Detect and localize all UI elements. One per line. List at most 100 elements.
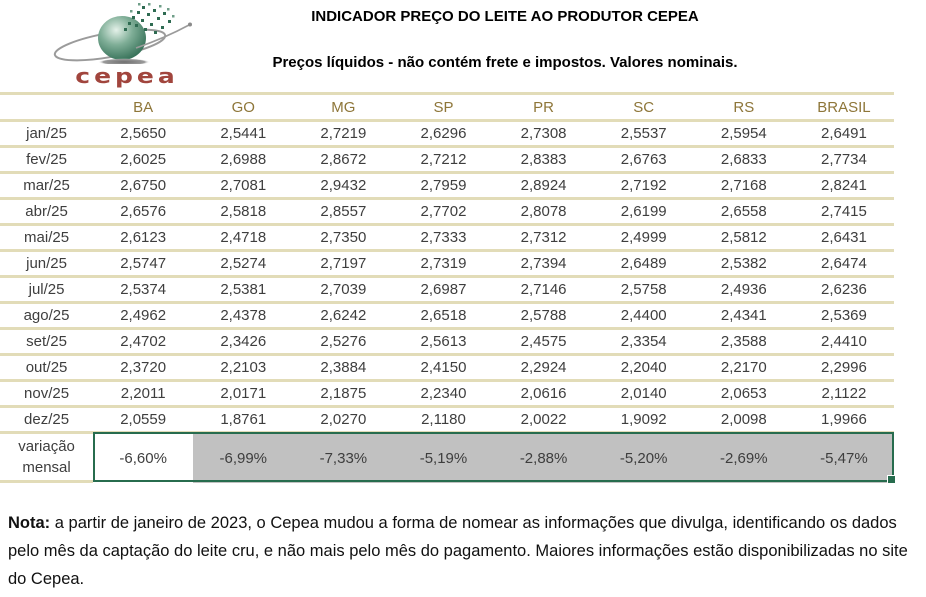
price-cell[interactable]: 2,4999 — [593, 226, 694, 252]
column-header-mg[interactable]: MG — [293, 92, 394, 122]
price-cell[interactable]: 2,6988 — [193, 148, 294, 174]
price-cell[interactable]: 2,2340 — [393, 382, 494, 408]
price-cell[interactable]: 2,5537 — [593, 122, 694, 148]
price-cell[interactable]: 2,4936 — [693, 278, 794, 304]
price-cell[interactable]: 2,0171 — [193, 382, 294, 408]
price-cell[interactable]: 2,1122 — [793, 382, 894, 408]
price-cell[interactable]: 2,7415 — [793, 200, 894, 226]
variation-cell-ba[interactable]: -6,60% — [93, 434, 194, 483]
price-cell[interactable]: 2,2924 — [493, 356, 594, 382]
price-cell[interactable]: 2,6491 — [793, 122, 894, 148]
price-cell[interactable]: 2,3720 — [93, 356, 194, 382]
price-cell[interactable]: 2,7394 — [493, 252, 594, 278]
price-cell[interactable]: 2,5812 — [693, 226, 794, 252]
price-cell[interactable]: 2,6296 — [393, 122, 494, 148]
price-cell[interactable]: 2,7081 — [193, 174, 294, 200]
row-label-month[interactable]: mar/25 — [0, 174, 94, 200]
price-cell[interactable]: 2,0559 — [93, 408, 194, 434]
price-cell[interactable]: 2,7350 — [293, 226, 394, 252]
row-label-month[interactable]: jan/25 — [0, 122, 94, 148]
price-cell[interactable]: 2,8924 — [493, 174, 594, 200]
price-cell[interactable]: 1,9966 — [793, 408, 894, 434]
price-cell[interactable]: 2,4702 — [93, 330, 194, 356]
price-cell[interactable]: 2,0098 — [693, 408, 794, 434]
price-cell[interactable]: 2,6489 — [593, 252, 694, 278]
row-label-month[interactable]: ago/25 — [0, 304, 94, 330]
column-header-brasil[interactable]: BRASIL — [793, 92, 894, 122]
price-cell[interactable]: 1,9092 — [593, 408, 694, 434]
price-cell[interactable]: 2,4718 — [193, 226, 294, 252]
price-cell[interactable]: 2,5276 — [293, 330, 394, 356]
row-label-month[interactable]: out/25 — [0, 356, 94, 382]
price-cell[interactable]: 2,7197 — [293, 252, 394, 278]
row-label-month[interactable]: set/25 — [0, 330, 94, 356]
price-cell[interactable]: 2,4575 — [493, 330, 594, 356]
price-cell[interactable]: 2,7312 — [493, 226, 594, 252]
price-cell[interactable]: 2,4400 — [593, 304, 694, 330]
variation-cell-go[interactable]: -6,99% — [193, 434, 294, 483]
price-cell[interactable]: 2,6474 — [793, 252, 894, 278]
column-header-sc[interactable]: SC — [593, 92, 694, 122]
price-cell[interactable]: 2,7192 — [593, 174, 694, 200]
price-cell[interactable]: 2,3588 — [693, 330, 794, 356]
price-cell[interactable]: 2,5788 — [493, 304, 594, 330]
price-cell[interactable]: 2,7959 — [393, 174, 494, 200]
price-cell[interactable]: 2,2103 — [193, 356, 294, 382]
price-cell[interactable]: 2,7734 — [793, 148, 894, 174]
price-cell[interactable]: 2,6833 — [693, 148, 794, 174]
variation-cell-rs[interactable]: -2,69% — [693, 434, 794, 483]
column-header-pr[interactable]: PR — [493, 92, 594, 122]
price-cell[interactable]: 2,7212 — [393, 148, 494, 174]
price-cell[interactable]: 2,5747 — [93, 252, 194, 278]
column-header-rs[interactable]: RS — [693, 92, 794, 122]
column-header-sp[interactable]: SP — [393, 92, 494, 122]
row-label-month[interactable]: mai/25 — [0, 226, 94, 252]
price-cell[interactable]: 2,7039 — [293, 278, 394, 304]
price-cell[interactable]: 2,6025 — [93, 148, 194, 174]
price-cell[interactable]: 2,5381 — [193, 278, 294, 304]
price-cell[interactable]: 2,0616 — [493, 382, 594, 408]
price-cell[interactable]: 2,6199 — [593, 200, 694, 226]
price-cell[interactable]: 2,5613 — [393, 330, 494, 356]
price-cell[interactable]: 2,5369 — [793, 304, 894, 330]
price-cell[interactable]: 2,0270 — [293, 408, 394, 434]
variation-cell-sc[interactable]: -5,20% — [593, 434, 694, 483]
price-cell[interactable]: 2,6576 — [93, 200, 194, 226]
price-cell[interactable]: 2,8557 — [293, 200, 394, 226]
price-cell[interactable]: 2,5954 — [693, 122, 794, 148]
price-cell[interactable]: 2,8383 — [493, 148, 594, 174]
price-cell[interactable]: 2,7146 — [493, 278, 594, 304]
price-cell[interactable]: 2,9432 — [293, 174, 394, 200]
price-cell[interactable]: 2,6242 — [293, 304, 394, 330]
price-cell[interactable]: 2,6987 — [393, 278, 494, 304]
price-cell[interactable]: 2,5818 — [193, 200, 294, 226]
price-cell[interactable]: 2,8078 — [493, 200, 594, 226]
price-cell[interactable]: 2,4410 — [793, 330, 894, 356]
price-cell[interactable]: 2,7308 — [493, 122, 594, 148]
price-cell[interactable]: 2,2011 — [93, 382, 194, 408]
price-cell[interactable]: 2,5274 — [193, 252, 294, 278]
price-cell[interactable]: 2,5374 — [93, 278, 194, 304]
price-cell[interactable]: 2,5441 — [193, 122, 294, 148]
price-cell[interactable]: 2,0653 — [693, 382, 794, 408]
price-cell[interactable]: 2,6518 — [393, 304, 494, 330]
price-cell[interactable]: 2,3426 — [193, 330, 294, 356]
price-cell[interactable]: 2,3354 — [593, 330, 694, 356]
price-cell[interactable]: 2,2170 — [693, 356, 794, 382]
price-cell[interactable]: 2,7333 — [393, 226, 494, 252]
column-header-go[interactable]: GO — [193, 92, 294, 122]
price-cell[interactable]: 2,5758 — [593, 278, 694, 304]
row-label-month[interactable]: dez/25 — [0, 408, 94, 434]
price-cell[interactable]: 1,8761 — [193, 408, 294, 434]
row-label-month[interactable]: jul/25 — [0, 278, 94, 304]
price-cell[interactable]: 2,6763 — [593, 148, 694, 174]
price-cell[interactable]: 2,7219 — [293, 122, 394, 148]
row-label-month[interactable]: fev/25 — [0, 148, 94, 174]
price-cell[interactable]: 2,6123 — [93, 226, 194, 252]
price-cell[interactable]: 2,6431 — [793, 226, 894, 252]
price-cell[interactable]: 2,7702 — [393, 200, 494, 226]
variation-cell-pr[interactable]: -2,88% — [493, 434, 594, 483]
price-cell[interactable]: 2,8241 — [793, 174, 894, 200]
price-cell[interactable]: 2,4341 — [693, 304, 794, 330]
variation-cell-mg[interactable]: -7,33% — [293, 434, 394, 483]
